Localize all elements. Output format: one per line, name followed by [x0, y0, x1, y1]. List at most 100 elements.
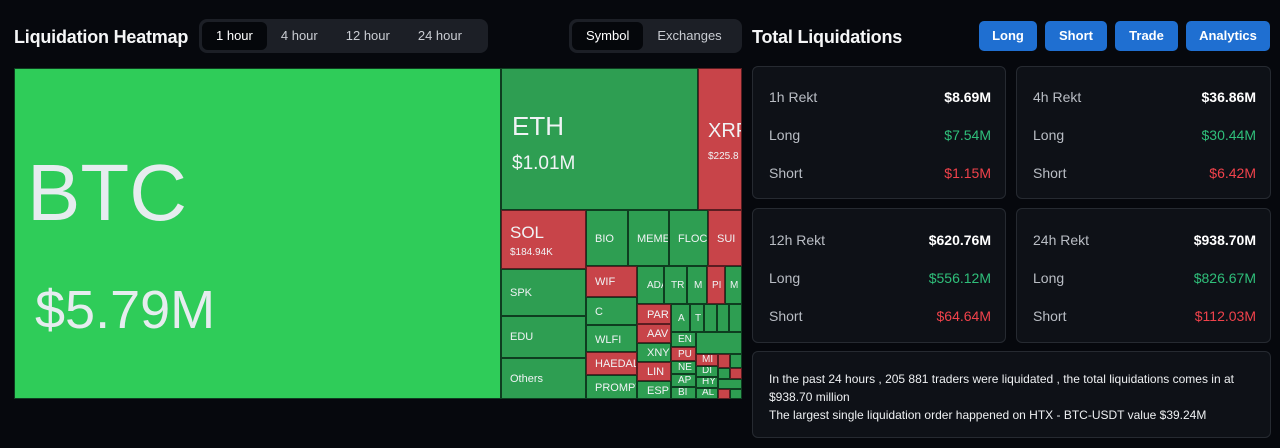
- tile-small-2: [718, 354, 730, 368]
- tab-1-hour[interactable]: 1 hour: [202, 22, 267, 50]
- tile-ap[interactable]: AP: [671, 374, 696, 387]
- tile-xrp-value: $225.8: [708, 151, 739, 162]
- liquidation-heatmap: BTC $5.79M ETH $1.01M XRP $225.8 SOL $18…: [14, 68, 742, 399]
- card-12h-short: $64.64M: [936, 308, 991, 324]
- tile-t[interactable]: T: [690, 304, 704, 332]
- short-button[interactable]: Short: [1045, 21, 1107, 51]
- tile-par[interactable]: PAR: [637, 304, 671, 324]
- card-1h-rekt: 1h Rekt $8.69M Long $7.54M Short $1.15M: [752, 66, 1006, 199]
- tile-par-symbol: PAR: [647, 309, 669, 321]
- tile-bio[interactable]: BIO: [586, 210, 628, 266]
- tile-spk-symbol: SPK: [510, 287, 533, 299]
- tile-eth[interactable]: ETH $1.01M: [501, 68, 698, 210]
- tile-bi[interactable]: BI: [671, 387, 696, 399]
- tile-h3: [729, 304, 742, 332]
- card-24h-long: $826.67M: [1193, 270, 1256, 286]
- trade-button[interactable]: Trade: [1115, 21, 1178, 51]
- tile-lin[interactable]: LIN: [637, 362, 671, 381]
- card-12h-long: $556.12M: [928, 270, 991, 286]
- tile-edu[interactable]: EDU: [501, 316, 586, 358]
- tile-eth-value: $1.01M: [512, 153, 576, 174]
- tile-others[interactable]: Others: [501, 358, 586, 399]
- tile-prompt[interactable]: PROMPT: [586, 375, 637, 399]
- tab-12-hour[interactable]: 12 hour: [345, 28, 390, 43]
- tile-sui[interactable]: SUI: [708, 210, 742, 266]
- tile-pu-symbol: PU: [678, 349, 692, 360]
- tile-meme[interactable]: MEME: [628, 210, 669, 266]
- tile-haedal[interactable]: HAEDAL: [586, 352, 637, 375]
- card-4h-label: 4h Rekt: [1033, 89, 1082, 105]
- tile-a[interactable]: A: [671, 304, 690, 332]
- card-1h-long: $7.54M: [944, 127, 991, 143]
- tile-prompt-symbol: PROMPT: [595, 382, 636, 394]
- card-12h-rekt: 12h Rekt $620.76M Long $556.12M Short $64.6…: [752, 208, 1006, 343]
- tile-wif[interactable]: WIF: [586, 266, 637, 297]
- tile-hy[interactable]: HY: [696, 377, 718, 388]
- tile-xny-symbol: XNY: [647, 347, 670, 359]
- tile-c-symbol: C: [595, 306, 603, 318]
- tile-edu-symbol: EDU: [510, 331, 534, 343]
- tile-hy-symbol: HY: [702, 377, 716, 387]
- tile-small-5: [730, 368, 742, 379]
- tile-m-symbol: M: [694, 280, 703, 291]
- summary-line-1: In the past 24 hours , 205 881 traders w…: [769, 372, 1234, 404]
- card-1h-long-label: Long: [769, 127, 801, 143]
- tile-ap-symbol: AP: [678, 375, 692, 386]
- tile-btc[interactable]: BTC $5.79M: [14, 68, 501, 399]
- tile-small-6: [718, 379, 742, 389]
- tile-eth-symbol: ETH: [512, 111, 564, 141]
- tile-esp[interactable]: ESP: [637, 381, 671, 399]
- card-24h-long-label: Long: [1033, 270, 1065, 286]
- card-24h-short-label: Short: [1033, 308, 1067, 324]
- tile-aav-symbol: AAV: [647, 328, 669, 340]
- card-4h-short-label: Short: [1033, 165, 1067, 181]
- tab-symbol[interactable]: Symbol: [572, 22, 644, 50]
- tab-24-hour[interactable]: 24 hour: [417, 28, 462, 43]
- tile-t-symbol: T: [695, 313, 702, 324]
- tile-mi[interactable]: MI: [696, 354, 718, 366]
- analytics-button[interactable]: Analytics: [1186, 21, 1270, 51]
- card-4h-total: $36.86M: [1201, 89, 1256, 105]
- tile-en-symbol: EN: [678, 334, 692, 345]
- tile-ada[interactable]: ADA: [637, 266, 664, 304]
- tile-others-symbol: Others: [510, 373, 544, 385]
- card-1h-short-label: Short: [769, 165, 803, 181]
- time-range-selector: 1 hour 4 hour 12 hour 24 hour: [199, 19, 488, 53]
- card-12h-long-label: Long: [769, 270, 801, 286]
- card-24h-label: 24h Rekt: [1033, 232, 1090, 248]
- tile-sol[interactable]: SOL $184.94K: [501, 210, 586, 269]
- tile-ne[interactable]: NE: [671, 361, 696, 374]
- summary-line-2: The largest single liquidation order hap…: [769, 408, 1207, 422]
- tile-tr-symbol: TR: [671, 280, 685, 291]
- tile-en[interactable]: EN: [671, 332, 696, 347]
- tile-pu[interactable]: PU: [671, 347, 696, 361]
- tile-al[interactable]: AL: [696, 388, 718, 399]
- tile-esp-symbol: ESP: [647, 385, 670, 397]
- tile-c[interactable]: C: [586, 297, 637, 325]
- tile-pi[interactable]: PI: [707, 266, 725, 304]
- tab-4-hour[interactable]: 4 hour: [280, 28, 318, 43]
- long-button[interactable]: Long: [979, 21, 1037, 51]
- tile-xny[interactable]: XNY: [637, 343, 671, 362]
- tile-lin-symbol: LIN: [647, 366, 665, 378]
- tab-exchanges[interactable]: Exchanges: [657, 28, 722, 43]
- tile-small-4: [718, 368, 730, 379]
- tile-sui-symbol: SUI: [717, 233, 736, 245]
- tile-xrp-symbol: XRP: [708, 120, 741, 142]
- total-liquidations-title: Total Liquidations: [752, 27, 903, 47]
- card-1h-short: $1.15M: [944, 165, 991, 181]
- tile-tr[interactable]: TR: [664, 266, 687, 304]
- tile-spk[interactable]: SPK: [501, 269, 586, 316]
- tile-ne-symbol: NE: [678, 362, 692, 373]
- tile-di-symbol: DI: [702, 366, 712, 376]
- tile-m[interactable]: M: [687, 266, 707, 304]
- tile-di[interactable]: DI: [696, 366, 718, 377]
- tile-floki[interactable]: FLOCI: [669, 210, 708, 266]
- tile-xrp[interactable]: XRP $225.8: [698, 68, 742, 210]
- tile-bio-symbol: BIO: [595, 233, 614, 245]
- tile-h: [704, 304, 717, 332]
- tile-aav[interactable]: AAV: [637, 324, 671, 343]
- tile-wlfi[interactable]: WLFI: [586, 325, 637, 352]
- view-selector: Symbol Exchanges: [569, 19, 742, 53]
- tile-m2[interactable]: M: [725, 266, 742, 304]
